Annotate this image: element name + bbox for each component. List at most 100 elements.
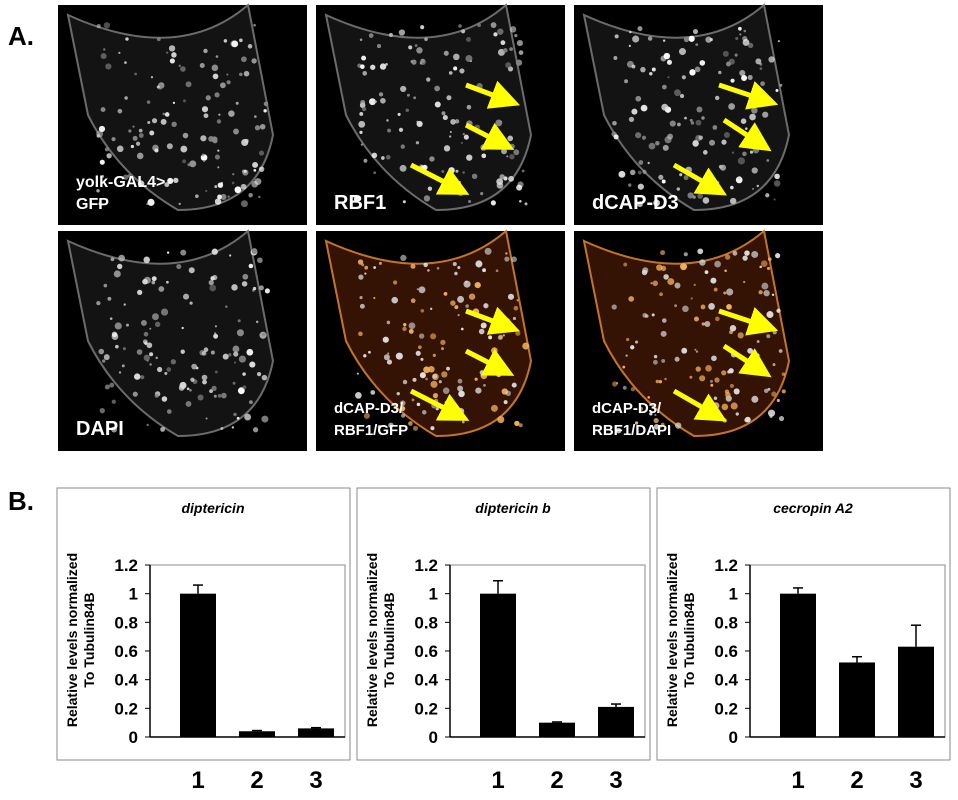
tissue-dot <box>709 139 716 146</box>
tissue-dot <box>251 248 258 254</box>
tissue-dot <box>457 189 464 197</box>
tissue-dot <box>362 70 368 76</box>
tissue-dot <box>211 137 215 141</box>
tissue-dot <box>143 256 150 264</box>
tissue-dot <box>693 316 699 322</box>
tissue-dot <box>752 187 755 190</box>
tissue-dot <box>229 254 232 257</box>
tissue-dot <box>772 363 776 367</box>
tissue-dot <box>729 197 737 205</box>
tissue-dot <box>199 62 205 68</box>
tissue-dot <box>623 262 628 267</box>
tissue-dot <box>232 381 236 385</box>
tissue-dot <box>628 183 632 187</box>
tissue-dot <box>497 28 504 35</box>
tissue-dot <box>387 352 390 355</box>
tissue-dot <box>730 402 738 410</box>
tissue-dot <box>149 130 155 136</box>
tissue-dot <box>649 71 653 76</box>
tissue-dot <box>398 127 404 132</box>
tissue-dot <box>741 75 748 81</box>
tissue-dot <box>387 128 392 133</box>
tissue-dot <box>622 365 626 369</box>
tissue-dot <box>154 393 159 398</box>
tissue-dot <box>247 44 253 49</box>
tissue-dot <box>468 293 476 300</box>
tissue-dot <box>143 331 149 337</box>
tissue-dot <box>386 359 393 365</box>
tissue-dot <box>776 398 780 403</box>
tissue-dot <box>423 195 431 202</box>
tissue-dot <box>149 327 152 330</box>
tissue-dot <box>723 131 730 138</box>
arrow <box>672 388 728 422</box>
tissue-dot <box>753 87 756 91</box>
tissue-dot <box>714 260 721 268</box>
tissue-dot <box>768 56 775 63</box>
tissue-dot <box>385 63 388 66</box>
tissue-dot <box>751 167 758 174</box>
tissue-dot <box>241 56 247 63</box>
bar <box>480 593 516 737</box>
tissue-dot <box>444 400 448 405</box>
tissue-dot <box>259 123 266 130</box>
tissue-dot <box>188 267 195 274</box>
tissue-dot <box>625 354 628 357</box>
tissue-dot <box>689 69 696 76</box>
x-tick-label: 3 <box>309 767 322 794</box>
tissue-dot <box>769 414 773 418</box>
tissue-dot <box>653 418 659 424</box>
tissue-dot <box>253 23 256 27</box>
tissue-dot <box>690 297 693 300</box>
tissue-dot <box>743 280 746 284</box>
tissue-dot <box>772 330 777 335</box>
tissue-dot <box>629 169 636 176</box>
tissue-dot <box>442 115 448 121</box>
tissue-dot <box>632 35 640 43</box>
tissue-dot <box>391 296 399 304</box>
tissue-dot <box>98 202 102 206</box>
tissue-dot <box>495 119 503 127</box>
tissue-dot <box>457 314 460 317</box>
tissue-dot <box>662 144 669 151</box>
tissue-dot <box>118 371 122 374</box>
tissue-dot <box>420 25 425 30</box>
tissue-dot <box>359 38 363 41</box>
tissue-dot <box>410 263 416 269</box>
tissue-dot <box>724 254 731 260</box>
tissue-dot <box>660 250 666 256</box>
tissue-dot <box>203 159 206 163</box>
tissue-dot <box>448 135 452 138</box>
tissue-dot <box>410 298 416 304</box>
tissue-dot <box>645 314 649 318</box>
tissue-dot <box>749 150 754 154</box>
tissue-dot <box>137 180 145 187</box>
tissue-dot <box>462 171 465 174</box>
tissue-dot <box>705 36 712 43</box>
tissue-dot <box>211 64 219 72</box>
tissue-dot <box>408 45 413 50</box>
tissue-dot <box>658 379 663 384</box>
tissue-dot <box>766 159 770 162</box>
tissue-dot <box>682 305 689 313</box>
tissue-dot <box>674 89 681 97</box>
tissue-dot <box>186 387 190 391</box>
tissue-dot <box>401 413 406 418</box>
tissue-dot <box>653 354 658 359</box>
tissue-dot <box>218 113 221 116</box>
tissue-dot <box>699 259 706 266</box>
x-tick-label: 2 <box>250 767 263 794</box>
tissue-dot <box>254 125 261 131</box>
tissue-dot <box>109 382 115 388</box>
tissue-dot <box>231 181 235 185</box>
tissue-dot <box>481 153 487 159</box>
tissue-dot <box>147 120 151 125</box>
tissue-dot <box>766 266 771 271</box>
tissue-dot <box>251 58 257 64</box>
tissue-outline <box>582 229 791 438</box>
tissue-dot <box>363 354 367 358</box>
tissue-dot <box>373 171 377 175</box>
tissue-dot <box>711 355 717 362</box>
tissue-dot <box>774 173 780 180</box>
tissue-dot <box>364 272 367 275</box>
